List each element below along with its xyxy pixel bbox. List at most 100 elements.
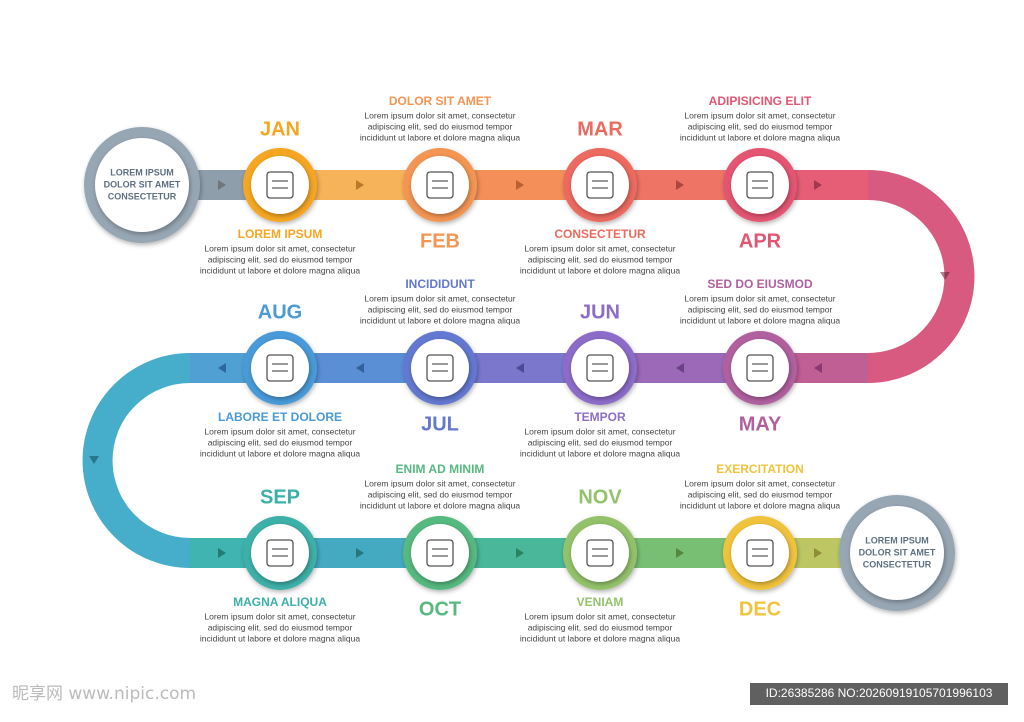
node-body: Lorem ipsum dolor sit amet, consectetur (204, 611, 355, 621)
node-heading: LABORE ET DOLORE (218, 410, 342, 424)
node-icon (266, 171, 294, 199)
node-heading: MAGNA ALIQUA (233, 595, 327, 609)
end-label: CONSECTETUR (863, 559, 932, 569)
node-inner (571, 156, 629, 214)
node-inner (411, 156, 469, 214)
band-segment (82, 353, 191, 568)
band-segment (867, 170, 975, 383)
end-circle (95, 138, 189, 232)
end-label: LOREM IPSUM (110, 167, 174, 177)
node-body: adipiscing elit, sed do eiusmod tempor (688, 121, 833, 131)
node-body: adipiscing elit, sed do eiusmod tempor (208, 622, 353, 632)
node-body: adipiscing elit, sed do eiusmod tempor (528, 254, 673, 264)
node-body: adipiscing elit, sed do eiusmod tempor (368, 304, 513, 314)
node-heading: CONSECTETUR (554, 227, 646, 241)
node-heading: SED DO EIUSMOD (707, 277, 813, 291)
node-body: incididunt ut labore et dolore magna ali… (520, 633, 680, 643)
month-label: FEB (420, 230, 460, 252)
node-body: Lorem ipsum dolor sit amet, consectetur (364, 293, 515, 303)
band-arrow (676, 363, 684, 373)
node-inner (731, 156, 789, 214)
node-icon (266, 354, 294, 382)
band-arrow (516, 180, 524, 190)
node-inner (571, 524, 629, 582)
band-arrow (814, 180, 822, 190)
node-inner (251, 156, 309, 214)
band-arrow (356, 363, 364, 373)
node-body: adipiscing elit, sed do eiusmod tempor (688, 304, 833, 314)
end-label: DOLOR SIT AMET (104, 179, 181, 189)
node-icon (426, 171, 454, 199)
band-arrow (356, 180, 364, 190)
node-body: adipiscing elit, sed do eiusmod tempor (208, 437, 353, 447)
band-arrow (516, 363, 524, 373)
end-label: CONSECTETUR (108, 191, 177, 201)
band-arrow (89, 456, 99, 464)
node-icon (426, 539, 454, 567)
node-icon (266, 539, 294, 567)
node-body: Lorem ipsum dolor sit amet, consectetur (684, 110, 835, 120)
node-body: adipiscing elit, sed do eiusmod tempor (208, 254, 353, 264)
node-icon (746, 539, 774, 567)
band-arrow (814, 363, 822, 373)
node-body: Lorem ipsum dolor sit amet, consectetur (524, 243, 675, 253)
band-arrow (814, 548, 822, 558)
node-body: Lorem ipsum dolor sit amet, consectetur (684, 293, 835, 303)
watermark-site: 昵享网 www.nipic.com (12, 684, 196, 704)
node-body: Lorem ipsum dolor sit amet, consectetur (364, 110, 515, 120)
node-heading: INCIDIDUNT (405, 277, 475, 291)
band-arrow (676, 180, 684, 190)
node-body: incididunt ut labore et dolore magna ali… (360, 132, 520, 142)
node-body: Lorem ipsum dolor sit amet, consectetur (364, 478, 515, 488)
node-body: incididunt ut labore et dolore magna ali… (200, 633, 360, 643)
month-label: JUN (580, 301, 620, 323)
band-arrow (356, 548, 364, 558)
node-body: incididunt ut labore et dolore magna ali… (520, 448, 680, 458)
watermark-id: ID:26385286 NO:20260919105701996103 (766, 686, 993, 700)
watermark-box (750, 683, 1008, 705)
node-body: Lorem ipsum dolor sit amet, consectetur (204, 426, 355, 436)
month-label: JUL (421, 413, 459, 435)
node-body: adipiscing elit, sed do eiusmod tempor (528, 437, 673, 447)
node-body: incididunt ut labore et dolore magna ali… (360, 315, 520, 325)
node-body: incididunt ut labore et dolore magna ali… (200, 448, 360, 458)
month-label: JAN (260, 118, 300, 140)
node-heading: EXERCITATION (716, 462, 804, 476)
node-body: incididunt ut labore et dolore magna ali… (200, 265, 360, 275)
month-label: MAY (739, 413, 782, 435)
node-body: adipiscing elit, sed do eiusmod tempor (528, 622, 673, 632)
node-icon (746, 171, 774, 199)
end-label: DOLOR SIT AMET (859, 547, 936, 557)
band-arrow (218, 180, 226, 190)
band-arrow (940, 272, 950, 280)
month-label: APR (739, 230, 782, 252)
node-body: incididunt ut labore et dolore magna ali… (360, 500, 520, 510)
month-label: AUG (258, 301, 302, 323)
node-inner (251, 524, 309, 582)
node-inner (731, 524, 789, 582)
node-heading: TEMPOR (574, 410, 626, 424)
node-icon (586, 539, 614, 567)
node-body: incididunt ut labore et dolore magna ali… (680, 500, 840, 510)
month-label: NOV (578, 486, 622, 508)
end-circle (850, 506, 944, 600)
month-label: MAR (577, 118, 623, 140)
node-heading: ADIPISICING ELIT (709, 94, 812, 108)
node-body: Lorem ipsum dolor sit amet, consectetur (524, 611, 675, 621)
band-arrow (676, 548, 684, 558)
node-body: incididunt ut labore et dolore magna ali… (520, 265, 680, 275)
node-body: adipiscing elit, sed do eiusmod tempor (368, 489, 513, 499)
node-body: Lorem ipsum dolor sit amet, consectetur (524, 426, 675, 436)
node-body: incididunt ut labore et dolore magna ali… (680, 132, 840, 142)
node-inner (251, 339, 309, 397)
node-icon (586, 354, 614, 382)
node-body: adipiscing elit, sed do eiusmod tempor (368, 121, 513, 131)
node-body: adipiscing elit, sed do eiusmod tempor (688, 489, 833, 499)
node-inner (731, 339, 789, 397)
node-inner (571, 339, 629, 397)
band-arrow (516, 548, 524, 558)
node-heading: DOLOR SIT AMET (389, 94, 492, 108)
month-label: OCT (419, 598, 461, 620)
node-heading: VENIAM (577, 595, 624, 609)
